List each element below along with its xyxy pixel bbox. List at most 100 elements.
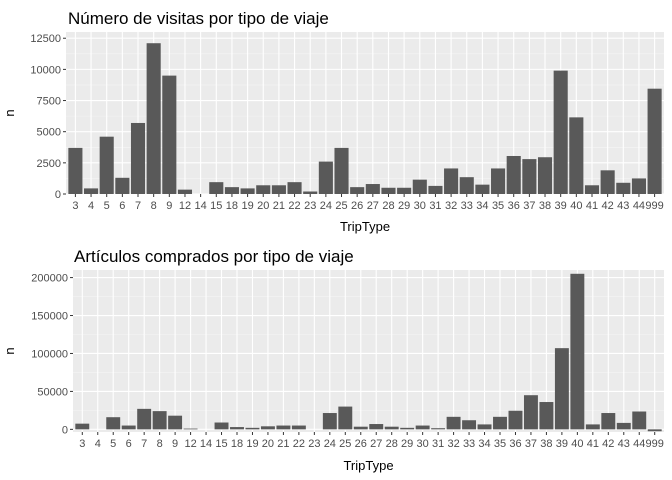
items-bar-7 xyxy=(137,408,152,430)
items-bar-41 xyxy=(585,424,600,430)
visits-bar-9 xyxy=(162,75,177,194)
items-x-tick-label: 43 xyxy=(618,438,630,450)
items-x-tick-label: 37 xyxy=(525,438,537,450)
visits-bar-26 xyxy=(350,187,365,194)
items-bar-32 xyxy=(446,416,461,430)
visits-x-tick-label: 25 xyxy=(335,200,347,212)
visits-bar-43 xyxy=(616,182,631,194)
items-x-tick-label: 20 xyxy=(262,438,274,450)
items-x-tick-label: 6 xyxy=(126,438,132,450)
visits-bar-32 xyxy=(444,168,459,194)
visits-x-tick-label: 41 xyxy=(586,200,598,212)
visits-x-tick-label: 21 xyxy=(273,200,285,212)
visits-bar-35 xyxy=(491,168,506,194)
visits-x-tick-label: 6 xyxy=(119,200,125,212)
visits-x-tick-label: 28 xyxy=(382,200,394,212)
visits-bar-21 xyxy=(271,185,286,194)
visits-x-tick-label: 26 xyxy=(351,200,363,212)
visits-y-tick-label: 7500 xyxy=(37,96,61,108)
items-x-tick-label: 24 xyxy=(324,438,336,450)
items-y-tick-label: 0 xyxy=(62,424,68,436)
items-x-tick-label: 35 xyxy=(494,438,506,450)
items-x-tick-label: 12 xyxy=(184,438,196,450)
items-bar-39 xyxy=(554,348,569,430)
visits-bar-29 xyxy=(397,187,412,194)
items-y-tick-label: 200000 xyxy=(31,273,68,285)
visits-bars xyxy=(68,43,662,194)
items-bar-28 xyxy=(384,426,399,430)
items-x-tick-label: 5 xyxy=(110,438,116,450)
items-bar-999 xyxy=(647,429,662,432)
items-x-tick-label: 19 xyxy=(246,438,258,450)
visits-bar-8 xyxy=(146,43,161,194)
items-bar-38 xyxy=(539,402,554,430)
items-bar-34 xyxy=(477,424,492,430)
visits-x-tick-label: 7 xyxy=(135,200,141,212)
visits-bar-18 xyxy=(224,187,239,194)
items-bar-24 xyxy=(322,413,337,430)
visits-x-tick-label: 12 xyxy=(179,200,191,212)
items-x-tick-label: 34 xyxy=(478,438,490,450)
items-x-tick-label: 14 xyxy=(200,438,212,450)
visits-x-tick-label: 20 xyxy=(257,200,269,212)
items-bar-6 xyxy=(121,425,136,430)
items-x-tick-label: 31 xyxy=(432,438,444,450)
items-y-axis-title: n xyxy=(2,347,17,354)
items-bar-42 xyxy=(601,413,616,430)
visits-x-tick-label: 43 xyxy=(617,200,629,212)
items-x-tick-label: 3 xyxy=(79,438,85,450)
items-bar-37 xyxy=(523,395,538,430)
visits-bar-5 xyxy=(99,136,114,194)
items-bar-40 xyxy=(570,273,585,430)
visits-bar-44 xyxy=(631,178,646,194)
visits-bar-40 xyxy=(569,117,584,194)
visits-x-tick-label: 36 xyxy=(508,200,520,212)
visits-x-tick-label: 14 xyxy=(195,200,207,212)
visits-bar-3 xyxy=(68,147,83,194)
items-x-tick-label: 22 xyxy=(293,438,305,450)
visits-bar-22 xyxy=(287,182,302,194)
visits-chart-title: Número de visitas por tipo de viaje xyxy=(68,9,329,28)
visits-x-tick-label: 42 xyxy=(602,200,614,212)
visits-bar-41 xyxy=(584,185,600,194)
visits-x-tick-label: 8 xyxy=(151,200,157,212)
visits-bar-27 xyxy=(365,184,380,194)
items-bar-25 xyxy=(338,406,353,430)
visits-x-tick-label: 999 xyxy=(645,200,663,212)
items-x-tick-label: 27 xyxy=(370,438,382,450)
items-x-tick-label: 38 xyxy=(540,438,552,450)
items-bar-35 xyxy=(493,416,507,430)
visits-bar-34 xyxy=(475,184,490,194)
visits-x-axis: 3 4 5 6 7 8 9 12 14 15 18 19 20 21 22 23 24 25 26 27 28 29 30 3… xyxy=(72,194,664,212)
visits-y-tick-label: 0 xyxy=(55,189,61,201)
visits-bar-39 xyxy=(553,70,568,194)
items-bar-12 xyxy=(183,428,198,430)
visits-x-tick-label: 9 xyxy=(166,200,172,212)
visits-x-tick-label: 44 xyxy=(633,200,645,212)
items-y-tick-label: 50000 xyxy=(37,386,68,398)
items-x-tick-label: 39 xyxy=(556,438,568,450)
items-bar-3 xyxy=(75,423,90,430)
items-x-tick-label: 42 xyxy=(602,438,614,450)
visits-x-tick-label: 34 xyxy=(476,200,488,212)
items-x-tick-label: 36 xyxy=(509,438,521,450)
items-bar-5 xyxy=(106,417,121,430)
visits-x-tick-label: 23 xyxy=(304,200,316,212)
visits-bar-999 xyxy=(647,88,662,194)
visits-y-axis: 0 2500 5000 7500 10000 12500 xyxy=(30,33,66,201)
visits-x-tick-label: 5 xyxy=(104,200,110,212)
visits-x-tick-label: 22 xyxy=(288,200,300,212)
visits-x-tick-label: 15 xyxy=(210,200,222,212)
visits-bar-4 xyxy=(84,188,99,194)
items-x-axis-title: TripType xyxy=(343,458,393,473)
visits-x-tick-label: 19 xyxy=(241,200,253,212)
visits-bar-37 xyxy=(522,159,537,194)
items-bar-19 xyxy=(245,427,260,430)
visits-bar-36 xyxy=(506,155,521,194)
visits-bar-19 xyxy=(240,188,255,194)
visits-x-tick-label: 30 xyxy=(414,200,426,212)
items-bar-20 xyxy=(260,426,275,430)
visits-y-tick-label: 10000 xyxy=(30,64,61,76)
